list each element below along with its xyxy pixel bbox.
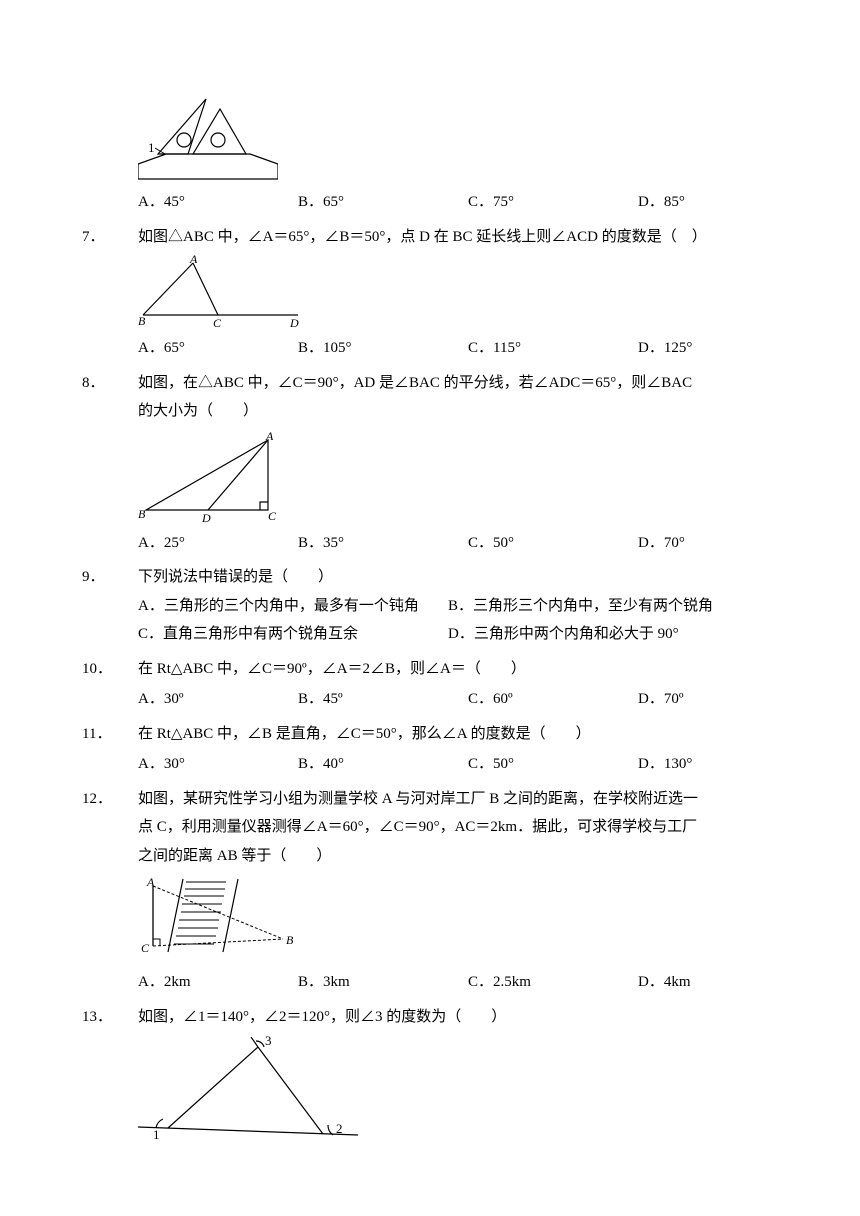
q7-option-a[interactable]: A．65° — [138, 334, 298, 363]
question-6: 1 A．45° B．65° C．75° D．85° — [110, 94, 750, 217]
q10-option-d[interactable]: D．70º — [638, 685, 683, 714]
q12-label-C: C — [141, 941, 150, 955]
q12-figure: A C B — [138, 874, 750, 964]
q10-option-c[interactable]: C．60º — [468, 685, 638, 714]
question-12: 12．如图，某研究性学习小组为测量学校 A 与河对岸工厂 B 之间的距离，在学校… — [110, 785, 750, 997]
q9-option-b[interactable]: B．三角形三个内角中，至少有两个锐角 — [448, 592, 713, 621]
q13-stem: 13．如图，∠1＝140°，∠2＝120°，则∠3 的度数为（ ） — [138, 1003, 750, 1032]
q11-option-a[interactable]: A．30° — [138, 750, 298, 779]
q6-option-c[interactable]: C．75° — [468, 188, 638, 217]
q12-option-a[interactable]: A．2km — [138, 968, 298, 997]
q10-options: A．30º B．45º C．60º D．70º — [138, 685, 750, 714]
q11-option-c[interactable]: C．50° — [468, 750, 638, 779]
q12-stem-2: 点 C，利用测量仪器测得∠A＝60°，∠C＝90°，AC＝2km．据此，可求得学… — [138, 813, 750, 842]
question-8: 8．如图，在△ABC 中，∠C＝90°，AD 是∠BAC 的平分线，若∠ADC＝… — [110, 369, 750, 558]
q7-stem: 7．如图△ABC 中，∠A＝65°，∠B＝50°，点 D 在 BC 延长线上则∠… — [138, 223, 750, 252]
q6-option-a[interactable]: A．45° — [138, 188, 298, 217]
q9-option-d[interactable]: D．三角形中两个内角和必大于 90° — [448, 620, 679, 649]
question-10: 10．在 Rt△ABC 中，∠C＝90º，∠A＝2∠B，则∠A＝（ ） A．30… — [110, 655, 750, 714]
q6-option-d[interactable]: D．85° — [638, 188, 685, 217]
q8-option-d[interactable]: D．70° — [638, 529, 685, 558]
q12-option-d[interactable]: D．4km — [638, 968, 691, 997]
q12-option-b[interactable]: B．3km — [298, 968, 468, 997]
q11-stem: 11．在 Rt△ABC 中，∠B 是直角，∠C＝50°，那么∠A 的度数是（ ） — [138, 720, 750, 749]
q13-label-3: 3 — [265, 1035, 272, 1048]
q7-options: A．65° B．105° C．115° D．125° — [138, 334, 750, 363]
q7-label-C: C — [213, 316, 222, 330]
q8-label-A: A — [265, 430, 274, 443]
q12-option-c[interactable]: C．2.5km — [468, 968, 638, 997]
q12-stem-1: 12．如图，某研究性学习小组为测量学校 A 与河对岸工厂 B 之间的距离，在学校… — [138, 785, 750, 814]
q12-stem-3: 之间的距离 AB 等于（ ） — [138, 842, 750, 871]
q8-figure: A B C D — [138, 430, 750, 525]
q8-option-b[interactable]: B．35° — [298, 529, 468, 558]
q6-label-1: 1 — [148, 140, 155, 155]
q10-option-a[interactable]: A．30º — [138, 685, 298, 714]
q9-option-a[interactable]: A．三角形的三个内角中，最多有一个钝角 — [138, 592, 448, 621]
q8-stem-2: 的大小为（ ） — [138, 397, 750, 426]
q7-svg: A B C D — [138, 255, 308, 330]
q8-stem-1: 8．如图，在△ABC 中，∠C＝90°，AD 是∠BAC 的平分线，若∠ADC＝… — [138, 369, 750, 398]
q8-options: A．25° B．35° C．50° D．70° — [138, 529, 750, 558]
q8-label-C: C — [268, 509, 277, 523]
q12-label-B: B — [286, 933, 294, 947]
q6-option-b[interactable]: B．65° — [298, 188, 468, 217]
q6-figure: 1 — [138, 94, 750, 184]
q7-option-c[interactable]: C．115° — [468, 334, 638, 363]
q8-label-B: B — [138, 507, 146, 521]
q8-option-c[interactable]: C．50° — [468, 529, 638, 558]
q12-svg: A C B — [138, 874, 308, 964]
q7-label-A: A — [189, 255, 198, 266]
q13-svg: 1 2 3 — [138, 1035, 368, 1145]
question-9: 9．下列说法中错误的是（ ） A．三角形的三个内角中，最多有一个钝角 B．三角形… — [110, 563, 750, 649]
q7-option-d[interactable]: D．125° — [638, 334, 692, 363]
q10-stem: 10．在 Rt△ABC 中，∠C＝90º，∠A＝2∠B，则∠A＝（ ） — [138, 655, 750, 684]
q7-figure: A B C D — [138, 255, 750, 330]
q12-label-A: A — [146, 875, 155, 889]
q13-label-2: 2 — [336, 1121, 343, 1136]
question-7: 7．如图△ABC 中，∠A＝65°，∠B＝50°，点 D 在 BC 延长线上则∠… — [110, 223, 750, 363]
q11-option-b[interactable]: B．40° — [298, 750, 468, 779]
q11-options: A．30° B．40° C．50° D．130° — [138, 750, 750, 779]
q9-stem: 9．下列说法中错误的是（ ） — [138, 563, 750, 592]
q7-label-D: D — [289, 316, 299, 330]
q8-option-a[interactable]: A．25° — [138, 529, 298, 558]
q12-options: A．2km B．3km C．2.5km D．4km — [138, 968, 750, 997]
q10-option-b[interactable]: B．45º — [298, 685, 468, 714]
q13-label-1: 1 — [153, 1127, 160, 1142]
q8-svg: A B C D — [138, 430, 298, 525]
q7-option-b[interactable]: B．105° — [298, 334, 468, 363]
question-13: 13．如图，∠1＝140°，∠2＝120°，则∠3 的度数为（ ） 1 2 3 — [110, 1003, 750, 1146]
question-11: 11．在 Rt△ABC 中，∠B 是直角，∠C＝50°，那么∠A 的度数是（ ）… — [110, 720, 750, 779]
q9-options: A．三角形的三个内角中，最多有一个钝角 B．三角形三个内角中，至少有两个锐角 C… — [138, 592, 750, 649]
q6-svg: 1 — [138, 94, 278, 184]
q6-options: A．45° B．65° C．75° D．85° — [138, 188, 750, 217]
q13-figure: 1 2 3 — [138, 1035, 750, 1145]
q8-label-D: D — [201, 511, 211, 525]
q9-option-c[interactable]: C．直角三角形中有两个锐角互余 — [138, 620, 448, 649]
q7-label-B: B — [138, 314, 146, 328]
q11-option-d[interactable]: D．130° — [638, 750, 692, 779]
